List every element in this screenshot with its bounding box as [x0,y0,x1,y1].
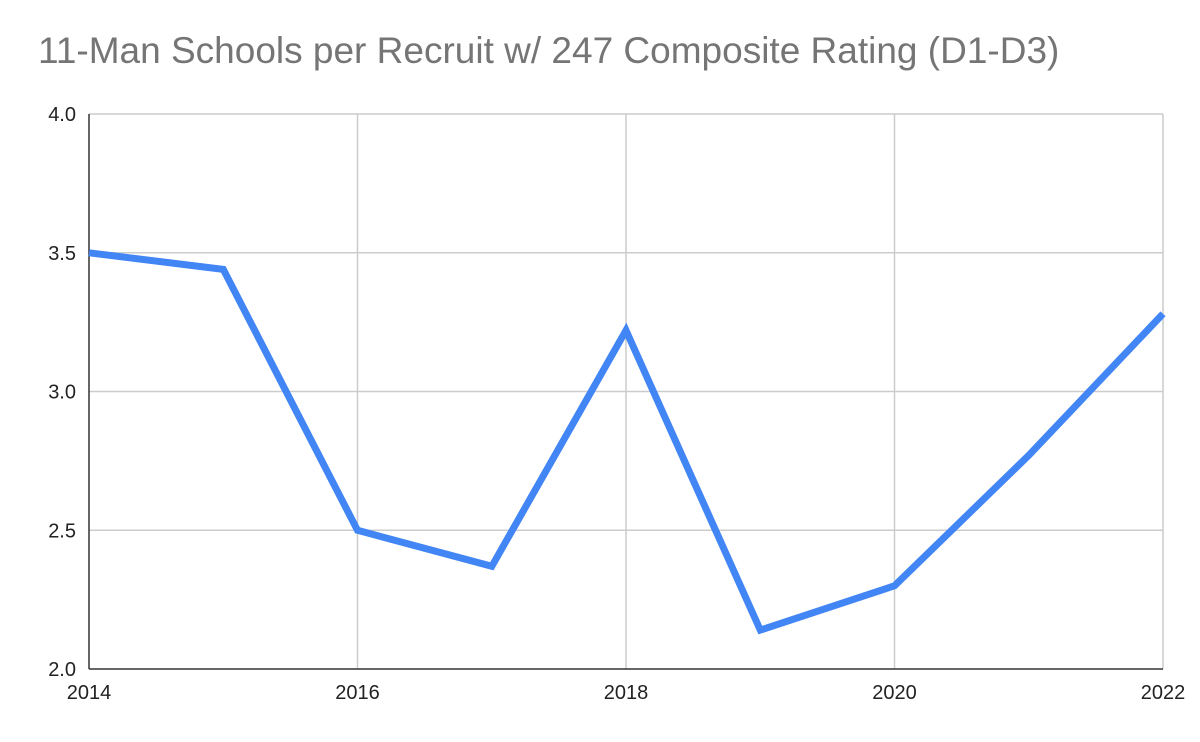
y-tick-label: 3.5 [48,243,76,265]
x-tick-label: 2018 [604,682,649,704]
y-tick-label: 2.5 [48,520,76,542]
chart-title: 11-Man Schools per Recruit w/ 247 Compos… [38,30,1060,71]
series-line [88,249,1166,635]
y-tick-label: 2.0 [48,659,76,681]
x-tick-label: 2014 [67,682,112,704]
x-tick-label: 2020 [872,682,917,704]
x-tick-label: 2016 [335,682,380,704]
x-tick-label: 2022 [1141,682,1186,704]
y-tick-label: 4.0 [48,104,76,126]
y-tick-label: 3.0 [48,382,76,404]
